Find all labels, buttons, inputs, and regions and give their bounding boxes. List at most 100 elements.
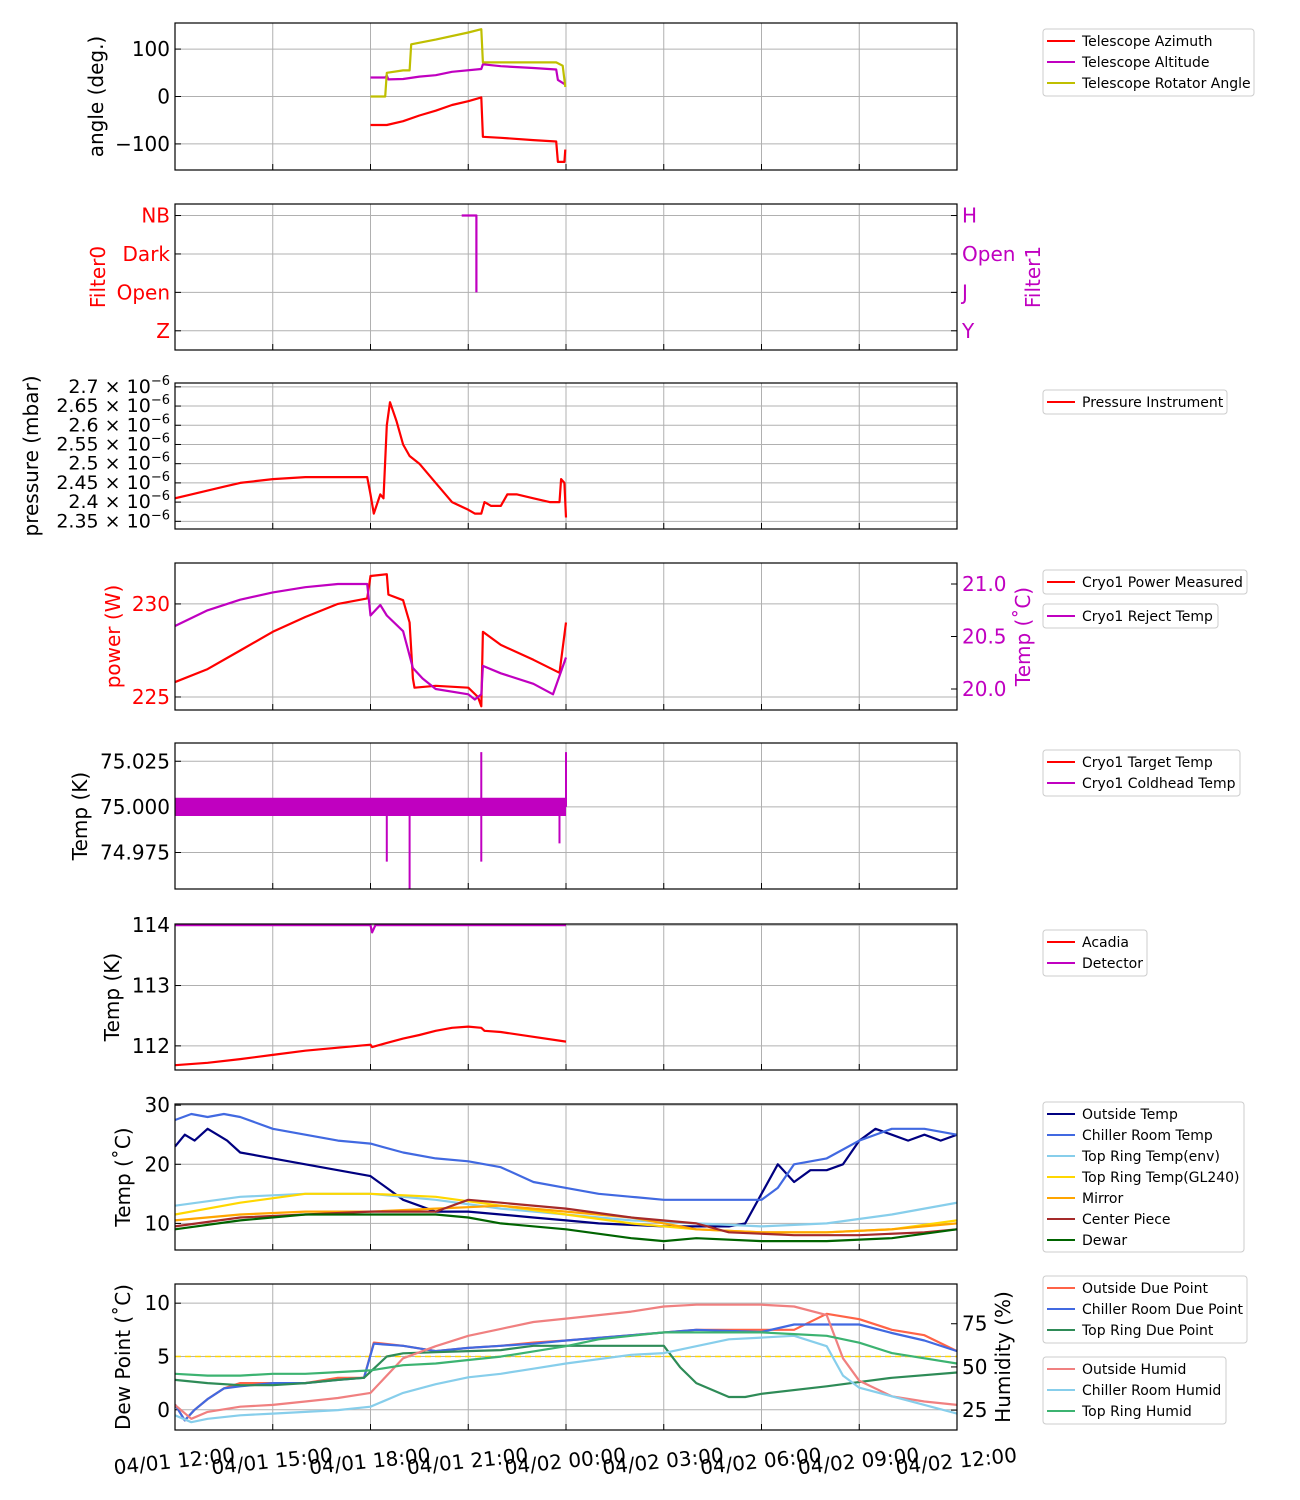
y-axis-label-right: Filter1 (1021, 246, 1045, 308)
legend-label: Outside Temp (1082, 1107, 1178, 1123)
y-axis-label: angle (deg.) (84, 36, 108, 158)
y-tick-label: NB (141, 204, 170, 228)
plot-frame (174, 382, 958, 530)
y-tick-label: 100 (132, 37, 170, 61)
y-tick-label: 0 (157, 85, 170, 109)
series-line-cryo1-power-measured (175, 573, 568, 708)
y-tick-label: 5 (157, 1344, 170, 1368)
y-tick-label: Z (156, 319, 170, 343)
y-right-tick-label: 20.0 (962, 677, 1007, 701)
panel-filters: NB Dark Open Z H Open JY Filter0 Filter1 (86, 203, 1045, 351)
y-tick-label: 10 (145, 1211, 170, 1235)
y-tick-label: Open (117, 280, 170, 304)
legend-box (1042, 1275, 1248, 1344)
series-group (461, 214, 478, 293)
y-axis-label: Temp (K) (68, 772, 92, 861)
legend-label: Telescope Altitude (1081, 55, 1210, 71)
y-axis-label: power (W) (101, 585, 125, 689)
legend: Outside Humid Chiller Room Humid Top Ring … (1042, 1356, 1227, 1425)
series-line-cryo1-reject-temp (175, 582, 568, 701)
series-line-top-ring-humid (175, 1331, 957, 1377)
y-tick-label: 2.45 × 10−6 (56, 470, 170, 494)
legend-label: Center Piece (1082, 1212, 1171, 1228)
legend-label: Mirror (1082, 1191, 1123, 1207)
y-tick-label: 113 (132, 974, 170, 998)
plot-frame (174, 1283, 958, 1431)
y-tick-label: 2.65 × 10−6 (56, 393, 170, 417)
y-tick-label: 2.6 × 10−6 (68, 412, 170, 436)
series-line-mirror (175, 1204, 957, 1234)
y-tick-label: 2.4 × 10−6 (68, 489, 170, 513)
legend-label: Outside Due Point (1082, 1281, 1209, 1297)
y-tick-label: 74.975 (100, 841, 170, 865)
legend-label: Detector (1082, 956, 1143, 972)
panel-environment-temp: 30 20 10 Temp (˚C) Outside Temp Chiller Room … (111, 1093, 1245, 1253)
y-axis-label: Temp (K) (100, 953, 124, 1042)
legend: Telescope Azimuth Telescope Altitude Teles… (1042, 28, 1255, 97)
series-group (370, 28, 567, 163)
legend-label: Cryo1 Target Temp (1082, 755, 1213, 771)
series-line-outside-humid (175, 1303, 957, 1420)
series-line-chiller-room-due-point (175, 1323, 957, 1422)
series-group (175, 1112, 957, 1243)
y-tick-label: 0 (157, 1398, 170, 1422)
series-group (175, 573, 568, 708)
plot-frame (174, 562, 958, 711)
series-line-telescope-azimuth (370, 96, 567, 163)
legend-box (1042, 1101, 1245, 1253)
series-line-chiller-room-temp (175, 1112, 957, 1201)
legend-label: Chiller Room Temp (1082, 1128, 1213, 1144)
legend-box (1042, 569, 1248, 595)
y-tick-label: 2.7 × 10−6 (68, 374, 170, 398)
y-tick-label: Dark (123, 242, 171, 266)
y-tick-label: 2.35 × 10−6 (56, 508, 170, 532)
y-right-tick-label: 75 (962, 1312, 987, 1336)
y-tick-label: 112 (132, 1034, 170, 1058)
y-axis-label: Dew Point (˚C) (111, 1284, 135, 1430)
legend-label: Chiller Room Due Point (1082, 1302, 1243, 1318)
series-line-top-ring-due-point (175, 1344, 957, 1399)
legend-label: Top Ring Temp(env) (1081, 1149, 1220, 1165)
y-tick-label: 2.5 × 10−6 (68, 451, 170, 475)
y-axis-label: pressure (mbar) (19, 375, 43, 536)
panel-cryo-coldhead: 75.025 75.000 74.975 Temp (K) Cryo1 Target T… (68, 742, 1241, 890)
legend: Cryo1 Power Measured (1042, 569, 1248, 595)
legend-label: Top Ring Temp(GL240) (1081, 1170, 1240, 1186)
legend-box (1042, 749, 1241, 797)
legend-label: Pressure Instrument (1082, 395, 1224, 411)
y-right-tick-label: 50 (962, 1355, 987, 1379)
series-group (175, 1303, 957, 1424)
panel-cryo-power: 230 225 21.0 20.5 20.0 power (W) Temp (˚C) Cryo… (101, 562, 1248, 711)
y-axis-label-right: Temp (˚C) (1011, 587, 1035, 687)
y-tick-label: 10 (145, 1291, 170, 1315)
y-axis-label: Temp (˚C) (111, 1127, 135, 1227)
series-line-detector (175, 924, 566, 934)
legend-label: Cryo1 Reject Temp (1082, 609, 1213, 625)
y-tick-label: 20 (145, 1152, 170, 1176)
y-axis-label-right: Humidity (%) (991, 1291, 1015, 1423)
y-tick-label: 230 (132, 592, 170, 616)
legend-label: Cryo1 Power Measured (1082, 575, 1243, 591)
plot-frame (174, 203, 958, 351)
series-group (175, 924, 567, 1067)
series-line-acadia (175, 1025, 567, 1067)
series-line-chiller-room-humid (175, 1334, 957, 1424)
y-right-tick-label: J (960, 280, 968, 304)
legend-box (1042, 1356, 1227, 1425)
series-group (175, 401, 568, 518)
legend-label: Outside Humid (1082, 1362, 1186, 1378)
plot-frame (174, 22, 958, 171)
legend-box (1042, 603, 1219, 629)
legend: Acadia Detector (1042, 929, 1148, 977)
legend: Cryo1 Reject Temp (1042, 603, 1219, 629)
series-line-dewar (175, 1213, 957, 1243)
legend: Outside Temp Chiller Room Temp Top Ring Te… (1042, 1101, 1245, 1253)
series-group (175, 752, 567, 889)
y-tick-label: 30 (145, 1093, 170, 1117)
series-line-filter1 (461, 214, 478, 293)
y-tick-label: 114 (132, 913, 170, 937)
y-tick-label: 75.025 (100, 749, 170, 773)
series-line-pressure-instrument (175, 401, 568, 518)
